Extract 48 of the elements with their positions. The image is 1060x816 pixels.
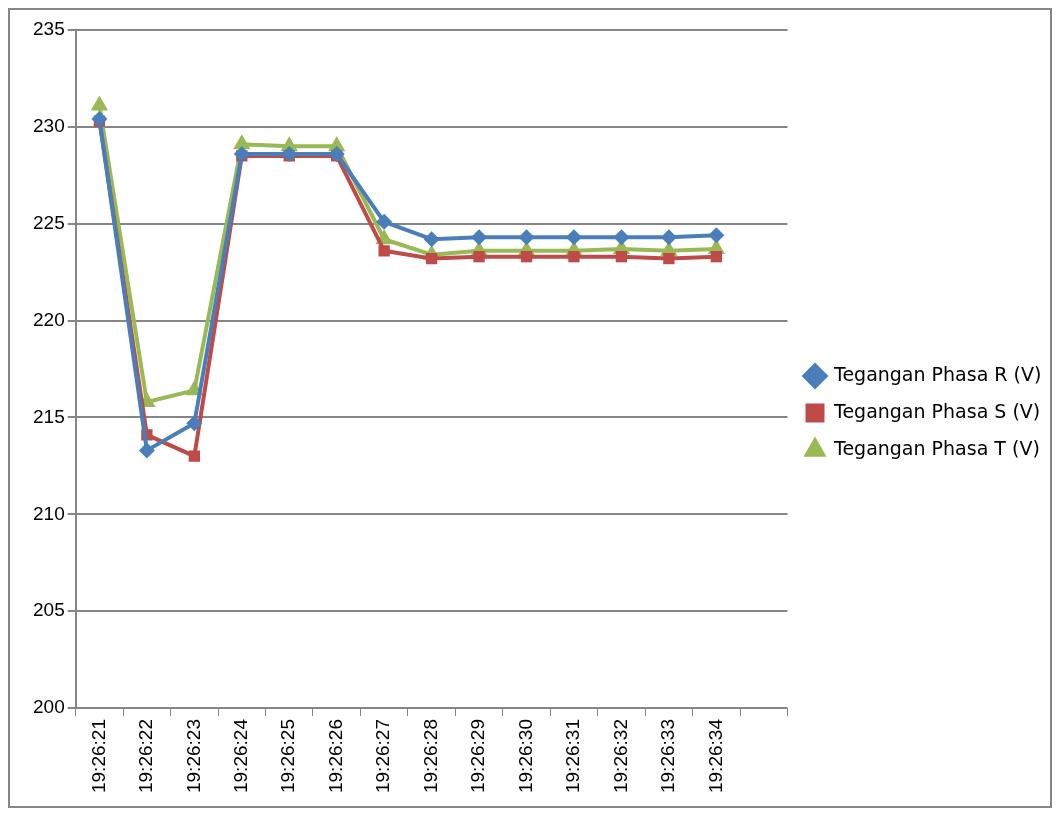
point bbox=[613, 229, 630, 246]
x-tick-label: 19:26:29 bbox=[467, 719, 489, 794]
x-tick-label: 19:26:22 bbox=[135, 719, 157, 794]
point bbox=[91, 111, 108, 128]
y-tick-label: 200 bbox=[33, 696, 65, 718]
point bbox=[425, 252, 438, 265]
point bbox=[188, 450, 200, 462]
point bbox=[520, 251, 533, 263]
x-tick-label: 19:26:33 bbox=[657, 719, 679, 794]
x-tick-label: 19:26:32 bbox=[609, 719, 631, 794]
point bbox=[473, 251, 485, 263]
y-tick-label: 220 bbox=[33, 308, 65, 330]
x-tick-label: 19:26:21 bbox=[87, 719, 109, 794]
y-tick-label: 230 bbox=[33, 115, 65, 137]
x-tick-label: 19:26:31 bbox=[562, 719, 584, 794]
x-tick-label: 19:26:23 bbox=[182, 719, 204, 794]
point bbox=[660, 229, 677, 246]
point bbox=[423, 231, 440, 248]
point bbox=[378, 245, 390, 257]
point bbox=[471, 229, 488, 246]
x-tick-label: 19:26:25 bbox=[277, 719, 299, 794]
y-tick-label: 225 bbox=[33, 211, 65, 233]
x-tick-label: 19:26:26 bbox=[324, 719, 346, 794]
x-tick-label: 19:26:24 bbox=[230, 718, 252, 794]
y-tick-label: 210 bbox=[33, 502, 65, 524]
point bbox=[281, 145, 298, 162]
y-tick-label: 215 bbox=[33, 405, 65, 427]
x-tick-label: 19:26:30 bbox=[514, 719, 536, 794]
legend-label: Tegangan Phasa R (V) bbox=[833, 362, 1042, 385]
point bbox=[710, 251, 722, 263]
point bbox=[233, 145, 250, 162]
legend-label: Tegangan Phasa S (V) bbox=[833, 399, 1041, 422]
y-tick-label: 235 bbox=[33, 18, 65, 40]
point bbox=[615, 251, 628, 263]
point bbox=[518, 229, 535, 246]
point bbox=[328, 145, 345, 162]
legend-label: Tegangan Phasa T (V) bbox=[833, 436, 1040, 459]
x-tick-label: 19:26:34 bbox=[704, 718, 726, 794]
point bbox=[376, 213, 393, 230]
point bbox=[568, 251, 580, 263]
point bbox=[565, 229, 582, 246]
y-tick-label: 205 bbox=[33, 599, 65, 621]
point bbox=[708, 227, 725, 244]
x-tick-label: 19:26:28 bbox=[419, 719, 441, 794]
point bbox=[186, 415, 203, 432]
point bbox=[138, 442, 155, 459]
x-tick-label: 19:26:27 bbox=[372, 719, 394, 794]
point bbox=[663, 252, 675, 265]
